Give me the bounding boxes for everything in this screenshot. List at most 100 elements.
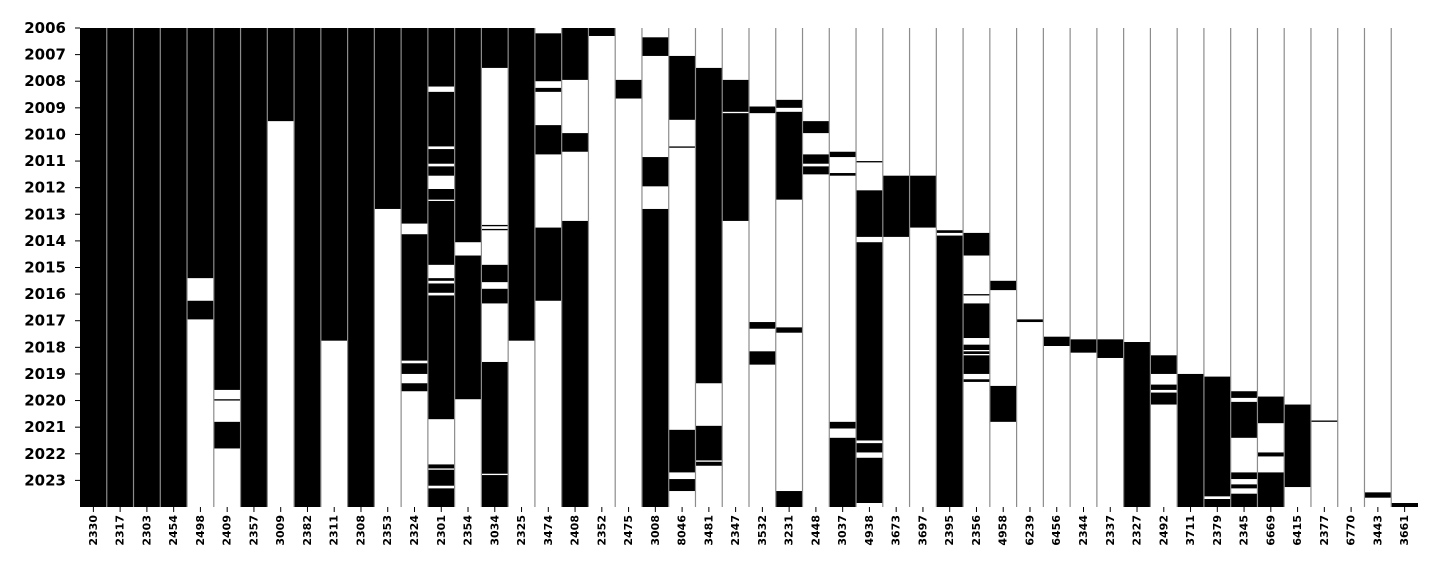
- y-tick-label-2022: 2022: [24, 445, 66, 463]
- cell-2492-1: [1150, 384, 1178, 390]
- x-tick-label-2344: 2344: [1077, 515, 1090, 546]
- y-tick-label-2017: 2017: [24, 312, 66, 330]
- cell-2498-1: [187, 300, 214, 320]
- cell-8046-3: [668, 479, 696, 492]
- x-tick-label-2308: 2308: [354, 515, 367, 546]
- cell-2377-0: [1310, 420, 1338, 422]
- cell-3034-3: [481, 264, 509, 283]
- cell-3009-0: [267, 28, 295, 122]
- cell-2301-2: [427, 149, 455, 164]
- cell-3034-5: [481, 361, 509, 474]
- cell-3008-2: [641, 208, 669, 507]
- x-tick-label-2317: 2317: [114, 515, 127, 546]
- cell-2345-3: [1230, 484, 1258, 489]
- x-tick-label-3697: 3697: [916, 515, 929, 546]
- cell-2330-0: [80, 28, 107, 507]
- cell-3034-1: [481, 224, 509, 227]
- cell-2379-0: [1203, 376, 1231, 497]
- cell-2356-1: [963, 294, 990, 296]
- x-tick-label-6415: 6415: [1291, 515, 1304, 546]
- x-tick-label-2303: 2303: [140, 515, 153, 546]
- cell-3034-4: [481, 288, 509, 304]
- cell-3034-6: [481, 475, 509, 507]
- cell-2409-0: [213, 28, 241, 390]
- x-tick-label-2382: 2382: [301, 515, 314, 546]
- cell-2347-1: [722, 113, 749, 221]
- column-separators: [106, 28, 1392, 507]
- x-tick-label-2492: 2492: [1157, 515, 1170, 546]
- y-tick-label-2019: 2019: [24, 365, 66, 383]
- x-tick-label-6770: 6770: [1345, 515, 1358, 546]
- cell-2356-3: [963, 344, 990, 350]
- cell-2492-0: [1150, 355, 1178, 374]
- cell-3008-0: [641, 37, 669, 56]
- x-tick-label-2409: 2409: [221, 515, 234, 546]
- cell-2303-0: [133, 28, 161, 507]
- x-tick-label-2454: 2454: [167, 515, 180, 546]
- x-tick-label-8046: 8046: [676, 515, 689, 546]
- cell-4958-1: [989, 385, 1017, 422]
- y-tick-label-2020: 2020: [24, 392, 66, 410]
- y-tick-label-2016: 2016: [24, 285, 66, 303]
- y-tick-label-2009: 2009: [24, 99, 66, 117]
- cell-3697-0: [909, 175, 937, 228]
- cell-2448-0: [802, 121, 830, 134]
- cell-6669-0: [1257, 396, 1285, 424]
- y-tick-label-2011: 2011: [24, 152, 66, 170]
- cell-2301-7: [427, 283, 455, 293]
- cell-3034-2: [481, 228, 509, 231]
- cell-2498-0: [187, 28, 214, 279]
- x-tick-label-3673: 3673: [890, 515, 903, 546]
- x-tick-label-2301: 2301: [435, 515, 448, 546]
- cell-3443-0: [1364, 492, 1392, 498]
- cell-2448-1: [802, 154, 830, 164]
- y-tick-label-2014: 2014: [24, 232, 66, 250]
- cell-2301-3: [427, 166, 455, 176]
- cell-3474-1: [534, 87, 562, 92]
- cell-2301-9: [427, 464, 455, 469]
- cell-2356-2: [963, 303, 990, 339]
- cell-3673-0: [882, 175, 910, 237]
- y-tick-label-2010: 2010: [24, 125, 66, 143]
- cell-2408-2: [561, 220, 589, 508]
- x-tick-label-2357: 2357: [247, 515, 260, 546]
- cell-2353-0: [374, 28, 402, 209]
- cell-3661-0: [1391, 503, 1418, 507]
- x-tick-label-2352: 2352: [595, 515, 608, 546]
- cell-2301-1: [427, 91, 455, 147]
- cell-3034-0: [481, 28, 509, 68]
- cell-4958-0: [989, 280, 1017, 291]
- cell-2356-5: [963, 355, 990, 374]
- cell-2301-11: [427, 488, 455, 507]
- x-tick-label-2354: 2354: [462, 515, 475, 546]
- cell-2324-1: [401, 234, 428, 361]
- cell-2357-0: [240, 28, 268, 507]
- cell-3481-0: [695, 67, 723, 384]
- cell-3481-2: [695, 461, 723, 466]
- y-tick-label-2021: 2021: [24, 418, 66, 436]
- x-tick-label-2337: 2337: [1104, 515, 1117, 546]
- y-axis-ticks: 2006 2007 2008 2009 2010 2011 2012 2013 2014 2015…: [24, 19, 80, 489]
- x-axis-ticks: 2330 2317 2303 2454 2498 2409 2357 3009 2382 2311…: [87, 507, 1411, 546]
- x-tick-label-6456: 6456: [1050, 515, 1063, 546]
- cell-2492-2: [1150, 392, 1178, 405]
- x-tick-label-2325: 2325: [515, 515, 528, 546]
- cell-2354-1: [454, 255, 482, 400]
- cell-2345-4: [1230, 493, 1258, 507]
- cell-2327-0: [1123, 342, 1151, 507]
- cell-2324-2: [401, 363, 428, 374]
- x-tick-label-3231: 3231: [783, 515, 796, 546]
- x-tick-label-2347: 2347: [729, 515, 742, 546]
- cell-2324-3: [401, 383, 428, 392]
- cell-2352-0: [588, 28, 616, 36]
- cell-2301-4: [427, 188, 455, 200]
- y-tick-label-2015: 2015: [24, 259, 66, 277]
- cell-2409-1: [213, 399, 241, 401]
- cell-2408-0: [561, 28, 589, 80]
- cell-2345-2: [1230, 472, 1258, 480]
- cell-2356-0: [963, 232, 990, 256]
- cell-2379-1: [1203, 499, 1231, 507]
- x-tick-label-6669: 6669: [1264, 515, 1277, 546]
- cell-2301-0: [427, 28, 455, 87]
- x-tick-label-3711: 3711: [1184, 515, 1197, 546]
